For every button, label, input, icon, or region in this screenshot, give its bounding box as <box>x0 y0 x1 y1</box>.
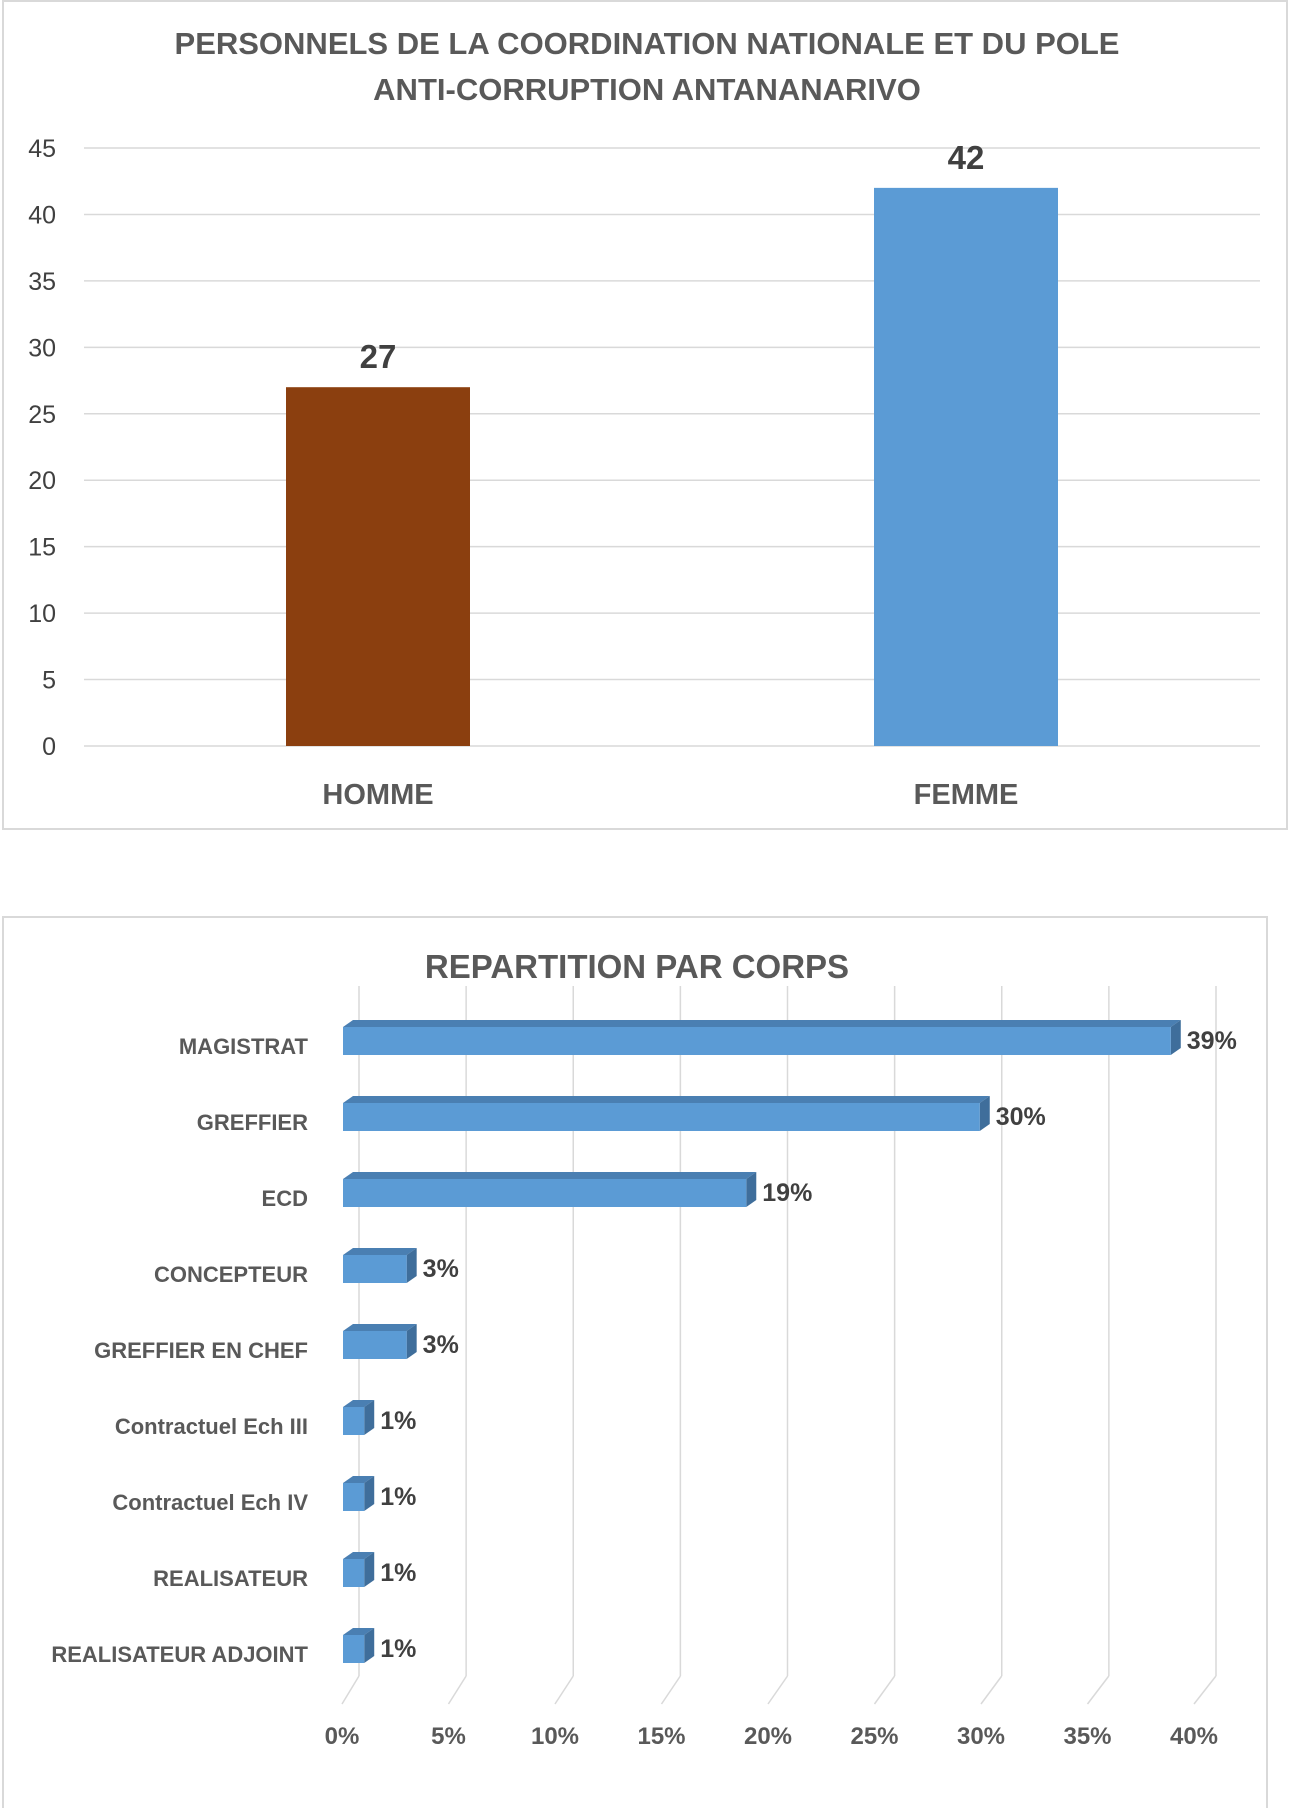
bar-side-face <box>406 1248 417 1283</box>
data-label: 1% <box>380 1559 416 1587</box>
y-tick-label: 10 <box>28 600 56 628</box>
data-label: 19% <box>762 1179 812 1207</box>
data-label: 1% <box>380 1483 416 1511</box>
bar-side-face <box>1170 1020 1181 1055</box>
gender-bar-chart: PERSONNELS DE LA COORDINATION NATIONALE … <box>28 26 1260 811</box>
x-tick-label: 5% <box>431 1723 466 1750</box>
chart-title-line: PERSONNELS DE LA COORDINATION NATIONALE … <box>175 26 1120 61</box>
chart-title: REPARTITION PAR CORPS <box>425 948 849 985</box>
y-tick-label: 20 <box>28 467 56 495</box>
y-tick-label: 35 <box>28 268 56 296</box>
bar-top-face <box>343 1476 375 1483</box>
gridline-floor <box>767 1675 789 1705</box>
data-label: 39% <box>1187 1027 1237 1055</box>
y-tick-label: 40 <box>28 201 56 229</box>
bar-top-face <box>343 1552 375 1559</box>
bar-front-face <box>343 1103 980 1131</box>
bar-side-face <box>364 1400 375 1435</box>
y-category-label: MAGISTRAT <box>179 1034 309 1059</box>
data-label: 3% <box>423 1331 459 1359</box>
y-category-label: Contractuel Ech III <box>115 1414 308 1439</box>
bar-top-face <box>343 1020 1181 1027</box>
bar-top-face <box>343 1324 417 1331</box>
gridline-floor <box>447 1675 467 1705</box>
bar-femme <box>874 187 1058 746</box>
gridline-floor <box>980 1675 1003 1705</box>
data-label: 27 <box>360 338 397 375</box>
bar-front-face <box>343 1483 365 1511</box>
y-category-label: CONCEPTEUR <box>154 1262 308 1287</box>
x-tick-label: 30% <box>957 1723 1005 1750</box>
x-tick-label: 35% <box>1063 1723 1111 1750</box>
bar-side-face <box>364 1628 375 1663</box>
x-tick-label: 0% <box>325 1723 360 1750</box>
gridline-floor <box>1086 1675 1110 1705</box>
bar-group <box>343 1324 417 1359</box>
y-category-label: REALISATEUR ADJOINT <box>51 1642 308 1667</box>
bar-group <box>343 1400 375 1435</box>
gender-chart-panel: PERSONNELS DE LA COORDINATION NATIONALE … <box>2 0 1288 830</box>
bar-top-face <box>343 1248 417 1255</box>
gridline-floor <box>1193 1675 1217 1705</box>
y-tick-label: 5 <box>42 667 56 695</box>
bar-top-face <box>343 1628 375 1635</box>
data-label: 3% <box>423 1255 459 1283</box>
corps-bar-chart: REPARTITION PAR CORPS 0% 5% 10% 15% 20% 25% 30%… <box>51 948 1237 1750</box>
x-tick-label: 25% <box>850 1723 898 1750</box>
bar-homme <box>286 387 470 746</box>
data-label: 1% <box>380 1635 416 1663</box>
bar-top-face <box>343 1172 757 1179</box>
y-category-label: GREFFIER <box>197 1110 308 1135</box>
data-label: 30% <box>996 1103 1046 1131</box>
bar-group <box>343 1248 417 1283</box>
data-label: 1% <box>380 1407 416 1435</box>
y-tick-label: 30 <box>28 334 56 362</box>
bar-front-face <box>343 1179 747 1207</box>
gridline-floor <box>873 1675 896 1705</box>
bar-front-face <box>343 1635 365 1663</box>
data-label: 42 <box>948 139 985 176</box>
x-tick-label: 20% <box>744 1723 792 1750</box>
y-category-label: Contractuel Ech IV <box>112 1490 308 1515</box>
bar-front-face <box>343 1027 1171 1055</box>
y-category-label: GREFFIER EN CHEF <box>94 1338 308 1363</box>
corps-chart-panel: REPARTITION PAR CORPS 0% 5% 10% 15% 20% 25% 30%… <box>2 916 1268 1808</box>
bar-group <box>343 1020 1181 1055</box>
bar-group <box>343 1476 375 1511</box>
gridline-floor <box>341 1675 360 1705</box>
bar-side-face <box>364 1476 375 1511</box>
x-tick-label: 15% <box>637 1723 685 1750</box>
chart-title-line: ANTI-CORRUPTION ANTANANARIVO <box>373 72 921 107</box>
bar-side-face <box>979 1096 990 1131</box>
y-tick-label: 45 <box>28 135 56 163</box>
bar-front-face <box>343 1559 365 1587</box>
bar-side-face <box>364 1552 375 1587</box>
gridline-floor <box>660 1675 681 1705</box>
bar-side-face <box>406 1324 417 1359</box>
y-tick-label: 0 <box>42 733 56 761</box>
bar-front-face <box>343 1255 407 1283</box>
y-tick-label: 15 <box>28 534 56 562</box>
y-category-label: ECD <box>262 1186 308 1211</box>
bar-top-face <box>343 1096 990 1103</box>
x-tick-label: 40% <box>1170 1723 1218 1750</box>
bar-group <box>343 1552 375 1587</box>
gridline-floor <box>554 1675 574 1705</box>
bar-group <box>343 1628 375 1663</box>
x-category-label: FEMME <box>914 779 1019 811</box>
x-tick-label: 10% <box>531 1723 579 1750</box>
bar-front-face <box>343 1331 407 1359</box>
bar-top-face <box>343 1400 375 1407</box>
bar-side-face <box>746 1172 757 1207</box>
bar-group <box>343 1096 990 1131</box>
bar-group <box>343 1172 757 1207</box>
x-category-label: HOMME <box>322 779 433 811</box>
y-tick-label: 25 <box>28 401 56 429</box>
y-category-label: REALISATEUR <box>153 1566 308 1591</box>
bar-front-face <box>343 1407 365 1435</box>
